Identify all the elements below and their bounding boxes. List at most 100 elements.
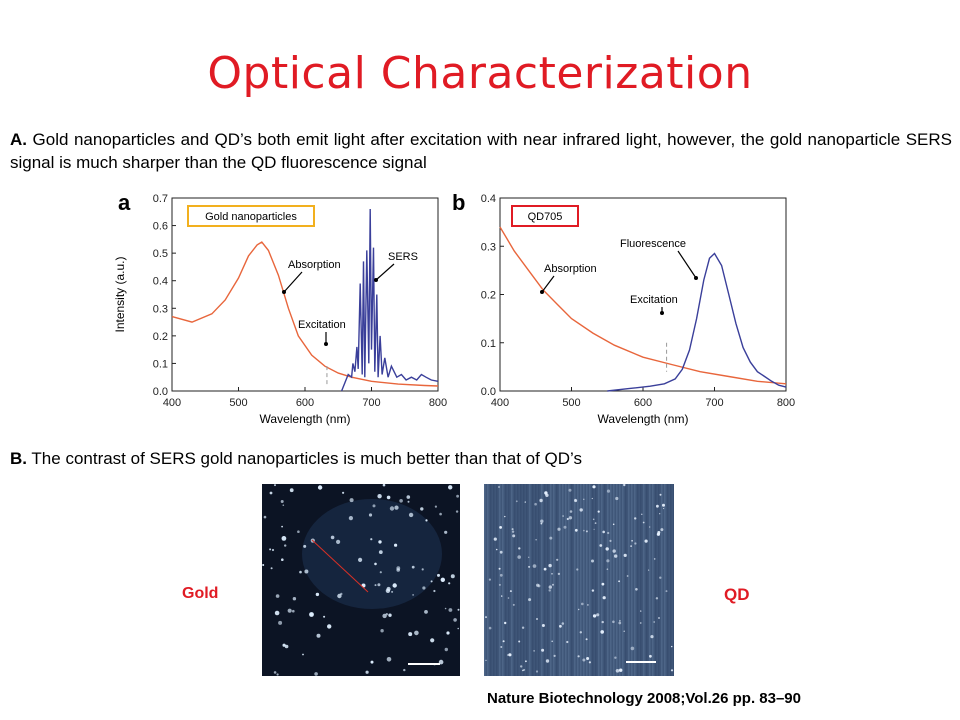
image-streak (661, 484, 663, 676)
image-streak (625, 484, 627, 676)
panel-letter: a (118, 190, 131, 215)
quantum-dot (615, 669, 620, 673)
annotation-arrowhead (282, 290, 286, 294)
image-streak (562, 484, 564, 676)
nanoparticle-dot (263, 515, 267, 519)
quantum-dot (504, 621, 507, 625)
image-streak (601, 484, 603, 676)
image-streak (526, 484, 528, 676)
nanoparticle-dot (379, 571, 382, 574)
x-tick-label: 500 (562, 397, 580, 409)
image-streak (568, 484, 570, 676)
annotation-arrowhead (324, 342, 328, 346)
quantum-dot (548, 589, 551, 592)
paragraph-b: B. The contrast of SERS gold nanoparticl… (10, 447, 952, 470)
image-streak (622, 484, 624, 676)
image-streak (535, 484, 537, 676)
quantum-dot (650, 635, 654, 639)
quantum-dot (602, 530, 605, 534)
nanoparticle-dot (342, 491, 345, 494)
quantum-dot (618, 580, 620, 583)
nanoparticle-dot (389, 506, 395, 511)
nanoparticle-dot (444, 647, 448, 652)
y-tick-label: 0.0 (481, 386, 496, 398)
nanoparticle-dot (262, 564, 265, 566)
nanoparticle-dot (269, 548, 272, 551)
quantum-dot (606, 489, 611, 493)
nanoparticle-dot (457, 608, 460, 611)
image-streak (544, 484, 546, 676)
nanoparticle-dot (281, 525, 283, 528)
quantum-dot (541, 624, 545, 627)
y-tick-label: 0.6 (153, 221, 168, 233)
image-streak (523, 484, 525, 676)
quantum-dot (619, 668, 623, 672)
qd-image-label: QD (724, 585, 750, 604)
quantum-dot (591, 589, 595, 592)
quantum-dot (658, 617, 660, 619)
quantum-dot (488, 578, 491, 581)
nanoparticle-dot (430, 580, 433, 583)
nanoparticle-dot (448, 485, 453, 490)
quantum-dot (614, 656, 617, 659)
quantum-dot (601, 620, 604, 624)
quantum-dot (488, 626, 492, 630)
quantum-dot (566, 517, 569, 521)
quantum-dot (600, 630, 604, 634)
nanoparticle-dot (455, 510, 459, 513)
chart-a-gold-spectra: a 400 500 600 700 800 0.0 0.1 0.2 0.3 0.4 0.5 0.6 0.7… (112, 188, 450, 446)
quantum-dot (485, 659, 487, 661)
image-streak (586, 484, 588, 676)
quantum-dot (522, 669, 524, 672)
quantum-dot (587, 604, 589, 606)
chart-b-qd-spectra: b 400 500 600 700 800 0.0 0.1 0.2 0.3 0.4 Wavelengt… (452, 188, 797, 446)
quantum-dot (588, 661, 591, 664)
nanoparticle-dot (274, 610, 280, 616)
quantum-dot (493, 537, 497, 541)
nanoparticle-dot (403, 668, 406, 672)
annotation-arrow (677, 250, 697, 279)
quantum-dot (659, 493, 662, 496)
x-tick-label: 700 (362, 397, 380, 409)
image-background (484, 484, 674, 676)
image-streak (652, 484, 654, 676)
y-tick-label: 0.7 (153, 193, 168, 205)
quantum-dot (653, 558, 656, 560)
nanoparticle-dot (271, 548, 275, 552)
x-tick-label: 800 (777, 397, 795, 409)
quantum-dot (592, 485, 596, 489)
y-tick-label: 0.3 (481, 241, 496, 253)
quantum-dot (511, 530, 515, 533)
quantum-dot (591, 497, 593, 500)
annotation-arrow (375, 263, 395, 281)
quantum-dot (534, 502, 537, 506)
quantum-dot (512, 603, 515, 606)
nanoparticle-dot (408, 512, 414, 518)
y-tick-label: 0.4 (153, 276, 168, 288)
image-streak (550, 484, 552, 676)
nanoparticle-dot (281, 558, 284, 561)
quantum-dot (518, 640, 521, 643)
nanoparticle-dot (378, 550, 383, 554)
quantum-dot (563, 525, 567, 529)
nanoparticle-dot (422, 586, 426, 590)
nanoparticle-dot (330, 535, 335, 540)
nanoparticle-dot (282, 643, 286, 647)
nanoparticle-dot (304, 569, 309, 574)
quantum-dot (535, 670, 539, 673)
quantum-dot (579, 631, 582, 634)
nanoparticle-dot (370, 538, 373, 541)
image-streak (637, 484, 639, 676)
nanoparticle-dot (337, 593, 342, 599)
quantum-dot (548, 563, 552, 568)
quantum-dot (659, 576, 662, 579)
quantum-dot (585, 530, 588, 533)
quantum-dot (591, 559, 594, 563)
nanoparticle-dot (280, 500, 284, 503)
quantum-dot (552, 583, 554, 586)
quantum-dot (582, 658, 586, 662)
quantum-dot (499, 526, 502, 529)
quantum-dot (562, 515, 564, 517)
quantum-dot (537, 584, 541, 588)
image-streak (505, 484, 507, 676)
